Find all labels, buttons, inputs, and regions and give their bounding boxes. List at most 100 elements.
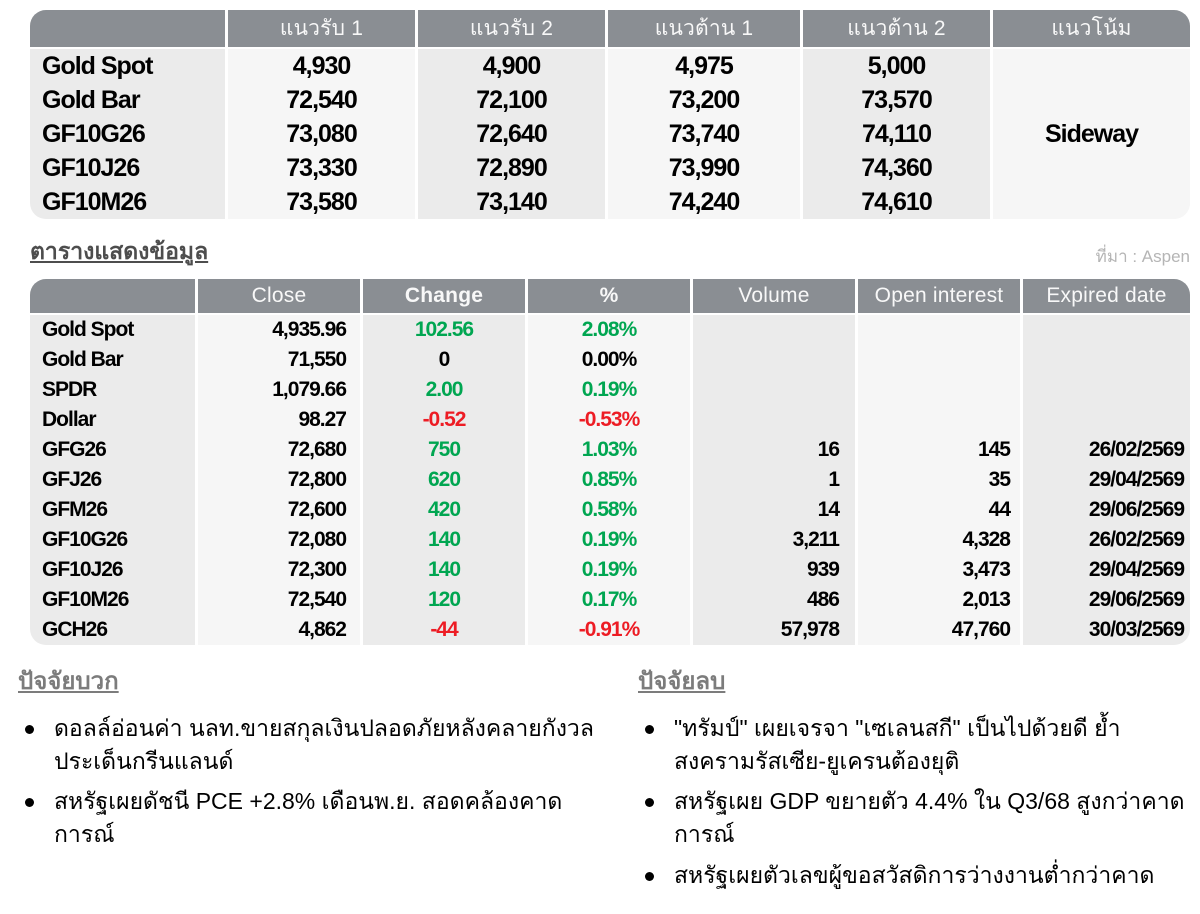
cell: 73,990 [668,153,740,182]
row-label: GF10M26 [42,588,129,611]
list-item: สหรัฐเผย GDP ขยายตัว 4.4% ใน Q3/68 ​สูงก… [628,785,1200,850]
header-expired-date: Expired date [1023,279,1190,315]
cell-volume [693,315,855,345]
cell-close: 4,935.96 [272,318,347,341]
cell-close: 98.27 [298,408,347,431]
cell-open-interest: 4,328 [962,528,1011,551]
cell-percent: -0.53% [578,408,641,431]
negative-factors-title: ปัจจัยลบ [638,668,726,695]
cell-volume: 16 [817,438,840,461]
cell-close: 4,862 [298,618,347,641]
cell-change: -44 [430,618,458,641]
row-label: GF10G26 [42,528,128,551]
content: Gold Spot Gold Bar GF10G26 GF10J26 GF10M… [30,10,1190,645]
cell: 72,890 [476,153,547,182]
column-instrument: Gold Spot Gold Bar GF10G26 GF10J26 GF10M… [30,10,225,219]
cell-close: 71,550 [287,348,347,371]
cell-close: 72,540 [287,588,347,611]
cell-expired-date: 29/04/2569 [1088,558,1185,581]
column-change: Change 102.56 0 2.00 -0.52 750 620 420 1… [360,279,525,645]
cell: 73,570 [861,85,932,114]
levels-table: Gold Spot Gold Bar GF10G26 GF10J26 GF10M… [30,10,1190,219]
cell-change: -0.52 [422,408,467,431]
cell-percent: 0.19% [581,378,638,401]
cell-volume [693,405,855,435]
cell: 72,540 [286,85,357,114]
row-label: GF10M26 [42,187,147,216]
header-trend: แนวโน้ม [993,10,1190,49]
cell-percent: -0.91% [578,618,641,641]
row-label: GF10J26 [42,558,124,581]
row-label: Gold Bar [42,85,141,114]
cell: 74,610 [861,187,932,216]
header-instrument [30,279,195,315]
cell: 73,080 [286,119,357,148]
cell: 74,110 [861,119,932,148]
cell-close: 72,600 [287,498,347,521]
column-support-2: แนวรับ 2 4,900 72,100 72,640 72,890 73,1… [415,10,605,219]
cell-volume [693,375,855,405]
column-percent: % 2.08% 0.00% 0.19% -0.53% 1.03% 0.85% 0… [525,279,690,645]
cell-expired-date: 29/06/2569 [1088,498,1185,521]
row-label: GFM26 [42,498,108,521]
cell-expired-date: 26/02/2569 [1088,438,1185,461]
cell-change: 620 [427,468,461,491]
cell: 73,330 [286,153,357,182]
cell-percent: 0.85% [581,468,638,491]
list-item: สหรัฐเผยตัวเลขผู้ขอสวัสดิการว่างงานต่ำกว… [628,859,1200,892]
cell-percent: 0.58% [581,498,638,521]
cell-percent: 2.08% [581,318,638,341]
column-trend: แนวโน้ม Sideway [990,10,1190,219]
cell-open-interest: 3,473 [962,558,1011,581]
header-instrument [30,10,225,49]
cell-change: 2.00 [425,378,464,401]
cell-close: 72,300 [287,558,347,581]
cell-volume: 1 [828,468,840,491]
row-label: Dollar [42,408,97,431]
row-label: GF10G26 [42,119,146,148]
cell-expired-date [1023,315,1190,345]
cell-expired-date [1023,345,1190,375]
section-head: ตารางแสดงข้อมูล ที่มา : Aspen [30,234,1190,270]
header-change: Change [363,279,525,315]
cell-volume: 486 [806,588,840,611]
header-resistance-1: แนวต้าน 1 [608,10,800,49]
row-label: GFG26 [42,438,107,461]
cell-change: 420 [427,498,461,521]
cell-expired-date: 26/02/2569 [1088,528,1185,551]
positive-factors: ปัจจัยบวก ดอลล์อ่อนค่า นลท.ขายสกุลเงินปล… [8,661,628,899]
cell-expired-date: 29/04/2569 [1088,468,1185,491]
positive-factors-list: ดอลล์อ่อนค่า นลท.ขายสกุลเงินปลอดภัยหลัง​… [8,712,628,851]
cell-open-interest [858,345,1020,375]
cell: 72,640 [476,119,547,148]
cell-open-interest: 44 [988,498,1011,521]
header-volume: Volume [693,279,855,315]
cell-volume: 3,211 [792,528,840,551]
cell-open-interest: 145 [977,438,1011,461]
cell-percent: 0.00% [581,348,638,371]
cell: 5,000 [867,51,927,80]
column-resistance-1: แนวต้าน 1 4,975 73,200 73,740 73,990 74,… [605,10,800,219]
cell: 74,360 [861,153,932,182]
cell-open-interest [858,405,1020,435]
row-label: Gold Bar [42,348,124,371]
column-volume: Volume 16 1 14 3,211 939 486 57,978 [690,279,855,645]
column-support-1: แนวรับ 1 4,930 72,540 73,080 73,330 73,5… [225,10,415,219]
list-item: "ทรัมป์" เผยเจรจา "เซเลนสกี" เป็นไปด้วยด… [628,712,1200,777]
cell-change: 750 [427,438,461,461]
column-close: Close 4,935.96 71,550 1,079.66 98.27 72,… [195,279,360,645]
cell: 4,975 [675,51,734,80]
row-label: GFJ26 [42,468,102,491]
cell-change: 140 [427,558,461,581]
cell-open-interest: 35 [988,468,1011,491]
cell-close: 72,080 [287,528,347,551]
trend-value: Sideway [993,49,1190,219]
cell-close: 1,079.66 [272,378,347,401]
cell-percent: 0.19% [581,558,638,581]
cell-change: 120 [427,588,461,611]
cell-volume [693,345,855,375]
negative-factors-list: "ทรัมป์" เผยเจรจา "เซเลนสกี" เป็นไปด้วยด… [628,712,1200,891]
cell-open-interest [858,315,1020,345]
header-percent: % [528,279,690,315]
header-resistance-2: แนวต้าน 2 [803,10,990,49]
